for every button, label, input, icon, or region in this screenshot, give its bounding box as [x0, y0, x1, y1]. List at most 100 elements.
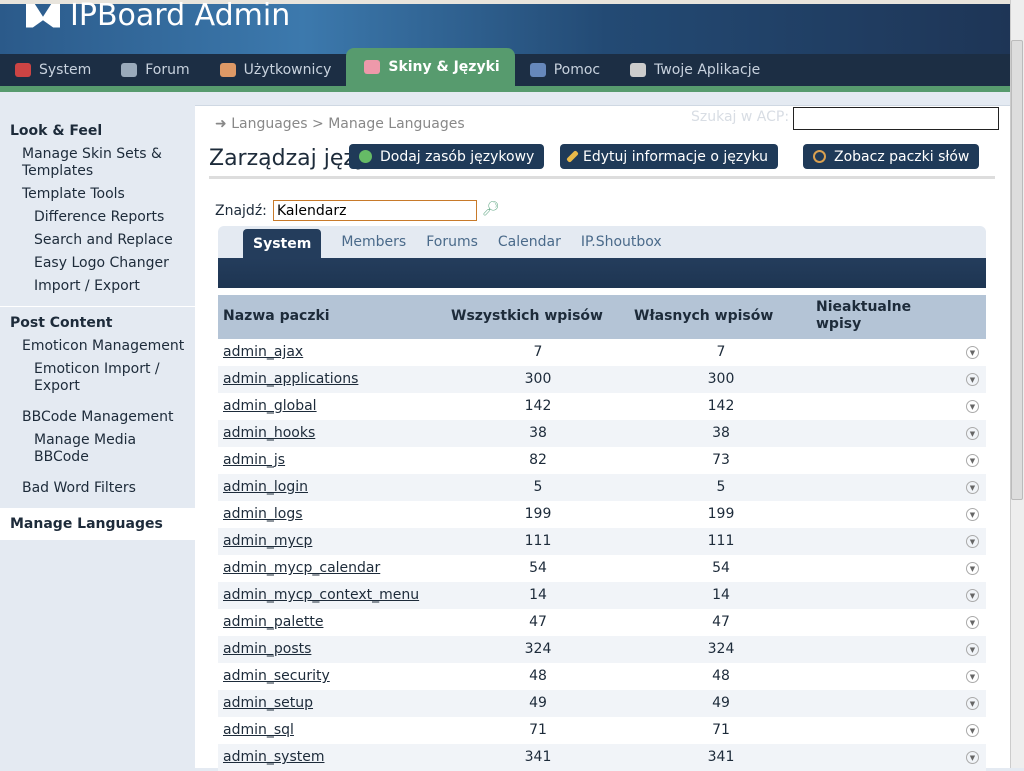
nav-label: Użytkownicy	[243, 62, 332, 78]
total-entries: 142	[524, 398, 552, 414]
add-icon	[359, 150, 372, 163]
table-row: admin_applications 300 300 ▼	[218, 366, 986, 393]
button-label: Edytuj informacje o języku	[583, 148, 769, 165]
breadcrumb-manage-languages[interactable]: Manage Languages	[328, 116, 465, 132]
sidebar-item-bbcode[interactable]: BBCode Management	[22, 409, 174, 425]
own-entries: 14	[712, 587, 730, 603]
nav-item-2[interactable]: Użytkownicy	[205, 54, 347, 86]
sidebar-section-look-feel: Look & Feel	[10, 123, 103, 139]
sidebar-item-search-replace[interactable]: Search and Replace	[34, 232, 173, 248]
sidebar-item-skin-sets[interactable]: Manage Skin Sets & Templates	[22, 146, 162, 179]
find-input[interactable]	[273, 200, 477, 221]
acp-search-input[interactable]	[793, 107, 999, 130]
logo: IPBoard Admin	[26, 0, 290, 33]
breadcrumb-separator: >	[312, 116, 324, 132]
scrollbar-thumb[interactable]	[1011, 40, 1023, 500]
nav-item-3[interactable]: Skiny & Języki	[346, 48, 515, 86]
table-row: admin_mycp_calendar 54 54 ▼	[218, 555, 986, 582]
edit-language-info-button[interactable]: Edytuj informacje o języku	[560, 144, 779, 169]
total-entries: 14	[529, 587, 547, 603]
pack-name-link[interactable]: admin_js	[223, 452, 286, 468]
own-entries: 73	[712, 452, 730, 468]
total-entries: 71	[529, 722, 547, 738]
tab-members[interactable]: Members	[341, 234, 407, 250]
row-menu-icon[interactable]: ▼	[966, 751, 979, 764]
total-entries: 49	[529, 695, 547, 711]
tab-calendar[interactable]: Calendar	[497, 234, 561, 250]
own-entries: 54	[712, 560, 730, 576]
pack-name-link[interactable]: admin_setup	[223, 695, 314, 711]
pack-name-link[interactable]: admin_posts	[223, 641, 312, 657]
row-menu-icon[interactable]: ▼	[966, 481, 979, 494]
pack-name-link[interactable]: admin_mycp_calendar	[223, 560, 381, 576]
sidebar-item-emoticon-management[interactable]: Emoticon Management	[22, 338, 185, 354]
total-entries: 5	[533, 479, 543, 495]
column-header-own: Własnych wpisów	[634, 308, 774, 324]
nav-icon	[529, 63, 546, 77]
nav-item-4[interactable]: Pomoc	[515, 54, 615, 86]
pack-name-link[interactable]: admin_global	[223, 398, 317, 414]
row-menu-icon[interactable]: ▼	[966, 589, 979, 602]
page-title: Zarządzaj języ	[209, 146, 368, 171]
pack-name-link[interactable]: admin_security	[223, 668, 330, 684]
sidebar-item-emoticon-import[interactable]: Emoticon Import / Export	[34, 361, 160, 394]
pack-name-link[interactable]: admin_login	[223, 479, 308, 495]
sidebar-item-bad-word-filters[interactable]: Bad Word Filters	[22, 480, 136, 496]
add-language-pack-button[interactable]: Dodaj zasób językowy	[349, 144, 545, 169]
row-menu-icon[interactable]: ▼	[966, 670, 979, 683]
divider	[209, 176, 995, 179]
total-entries: 300	[524, 371, 552, 387]
pack-name-link[interactable]: admin_system	[223, 749, 325, 765]
pack-name-link[interactable]: admin_ajax	[223, 344, 304, 360]
find-label: Znajdź:	[215, 203, 267, 219]
row-menu-icon[interactable]: ▼	[966, 427, 979, 440]
row-menu-icon[interactable]: ▼	[966, 346, 979, 359]
view-word-packs-button[interactable]: Zobacz paczki słów	[803, 144, 980, 169]
breadcrumb-languages[interactable]: Languages	[231, 116, 308, 132]
nav-item-1[interactable]: Forum	[106, 54, 204, 86]
sidebar-item-media-bbcode[interactable]: Manage Media BBCode	[34, 432, 137, 465]
tab-shoutbox[interactable]: IP.Shoutbox	[580, 234, 662, 250]
pack-name-link[interactable]: admin_sql	[223, 722, 294, 738]
own-entries: 49	[712, 695, 730, 711]
sidebar-item-manage-languages[interactable]: Manage Languages	[0, 508, 195, 540]
total-entries: 82	[529, 452, 547, 468]
pack-name-link[interactable]: admin_hooks	[223, 425, 316, 441]
pack-name-link[interactable]: admin_logs	[223, 506, 303, 522]
row-menu-icon[interactable]: ▼	[966, 724, 979, 737]
row-menu-icon[interactable]: ▼	[966, 697, 979, 710]
nav-strip	[0, 86, 1010, 92]
arrow-icon: ➜	[215, 116, 232, 132]
table-row: admin_palette 47 47 ▼	[218, 609, 986, 636]
pack-name-link[interactable]: admin_mycp	[223, 533, 313, 549]
pack-name-link[interactable]: admin_applications	[223, 371, 359, 387]
row-menu-icon[interactable]: ▼	[966, 562, 979, 575]
nav-item-5[interactable]: Twoje Aplikacje	[615, 54, 775, 86]
table-row: admin_hooks 38 38 ▼	[218, 420, 986, 447]
tab-system[interactable]: System	[243, 229, 322, 258]
nav-label: Twoje Aplikacje	[654, 62, 761, 78]
header: IPBoard Admin	[0, 0, 1010, 54]
row-menu-icon[interactable]: ▼	[966, 535, 979, 548]
sidebar-item-template-tools[interactable]: Template Tools	[22, 186, 125, 202]
row-menu-icon[interactable]: ▼	[966, 643, 979, 656]
sidebar-item-difference-reports[interactable]: Difference Reports	[34, 209, 165, 225]
table-row: admin_mycp_context_menu 14 14 ▼	[218, 582, 986, 609]
own-entries: 5	[716, 479, 726, 495]
row-menu-icon[interactable]: ▼	[966, 616, 979, 629]
row-menu-icon[interactable]: ▼	[966, 508, 979, 521]
sidebar-item-import-export[interactable]: Import / Export	[34, 278, 140, 294]
tab-forums[interactable]: Forums	[426, 234, 478, 250]
row-menu-icon[interactable]: ▼	[966, 454, 979, 467]
row-menu-icon[interactable]: ▼	[966, 373, 979, 386]
pack-name-link[interactable]: admin_mycp_context_menu	[223, 587, 420, 603]
own-entries: 47	[712, 614, 730, 630]
tab-bar: System Members Forums Calendar IP.Shoutb…	[218, 226, 986, 258]
row-menu-icon[interactable]: ▼	[966, 400, 979, 413]
search-icon[interactable]: 🔎︎	[482, 201, 500, 217]
column-header-outdated: Nieaktualne wpisy	[816, 299, 912, 332]
pack-name-link[interactable]: admin_palette	[223, 614, 324, 630]
sidebar-item-logo-changer[interactable]: Easy Logo Changer	[34, 255, 169, 271]
nav-icon	[15, 63, 31, 77]
nav-item-0[interactable]: System	[0, 54, 106, 86]
